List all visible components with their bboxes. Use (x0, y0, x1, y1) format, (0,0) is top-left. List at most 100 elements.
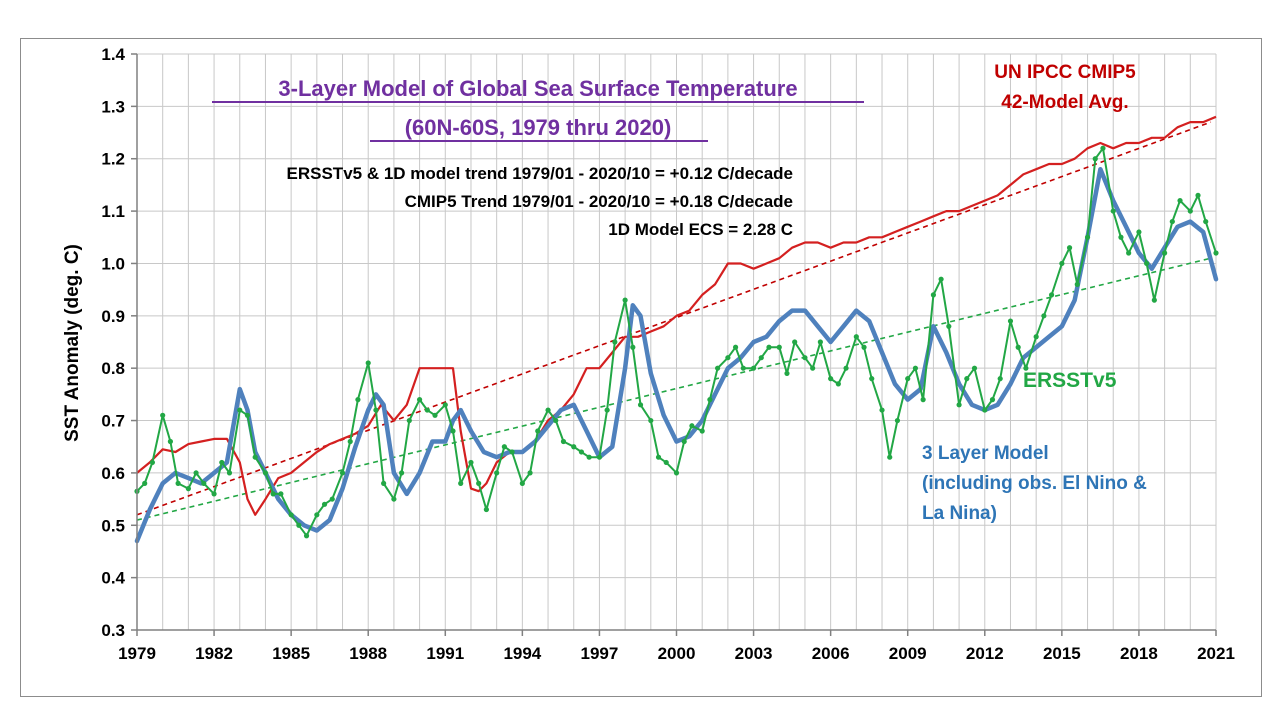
ersstv5-point (560, 438, 567, 445)
ersstv5-point (432, 412, 438, 418)
y-tick-label: 0.8 (101, 359, 125, 378)
ersstv5-point (527, 470, 533, 476)
ersstv5-point (314, 512, 320, 518)
ersstv5-point (964, 376, 970, 382)
ersstv5-point (637, 402, 644, 408)
ersstv5-point (604, 407, 610, 413)
ersstv5-point (853, 334, 859, 340)
ersstv5-point (442, 402, 448, 408)
chart-title-line-1: 3-Layer Model of Global Sea Surface Temp… (278, 76, 797, 101)
ersstv5-point (219, 459, 225, 466)
ersstv5-point (971, 365, 978, 371)
ersstv5-point (476, 480, 482, 486)
ersstv5-point (1048, 292, 1055, 298)
ersstv5-point (545, 407, 551, 413)
ersstv5-point (450, 428, 456, 434)
x-tick-label: 2006 (812, 644, 850, 663)
ersstv5-point (406, 417, 412, 424)
ersstv5-point (1136, 229, 1142, 235)
y-tick-label: 0.5 (101, 516, 125, 535)
y-tick-label: 0.3 (101, 621, 125, 640)
label-ersstv5: ERSSTv5 (1023, 369, 1117, 392)
ersstv5-point (707, 397, 713, 403)
ersstv5-point (270, 491, 276, 497)
y-tick-label: 1.2 (101, 150, 125, 169)
ersstv5-point (1162, 250, 1168, 256)
x-tick-label: 2015 (1043, 644, 1081, 663)
y-tick-label: 0.9 (101, 307, 125, 326)
ersstv5-point (776, 344, 782, 350)
ersstv5-point (175, 480, 181, 486)
ersstv5-point (142, 480, 148, 486)
ersstv5-point (1066, 245, 1073, 251)
ersstv5-point (296, 522, 302, 528)
label-cmip5-line-1: UN IPCC CMIP5 (994, 62, 1136, 83)
trend-line (136, 257, 1212, 521)
ersstv5-point (237, 407, 243, 413)
ersstv5-point (1177, 198, 1183, 204)
label-model-line-1: 3 Layer Model (922, 443, 1049, 464)
ersstv5-point (817, 339, 823, 345)
annotation-ecs: 1D Model ECS = 2.28 C (608, 220, 793, 239)
ersstv5-point (663, 459, 669, 466)
ersstv5-point (167, 438, 173, 445)
annotation-cmip5-trend: CMIP5 Trend 1979/01 - 2020/10 = +0.18 C/… (405, 192, 793, 211)
ersstv5-point (843, 365, 849, 371)
ersstv5-point (681, 438, 687, 445)
ersstv5-point (920, 397, 926, 403)
ersstv5-point (509, 449, 515, 455)
ersstv5-point (1195, 192, 1201, 198)
ersstv5-point (1110, 208, 1116, 214)
ersstv5-point (1144, 260, 1150, 267)
ersstv5-point (1126, 250, 1132, 256)
annotation-ersst-trend: ERSSTv5 & 1D model trend 1979/01 - 2020/… (287, 164, 793, 183)
ersstv5-point (1213, 250, 1219, 256)
ersstv5-point (1015, 344, 1021, 350)
ersstv5-point (1023, 365, 1029, 371)
ersstv5-point (424, 407, 430, 413)
ersstv5-point (689, 423, 695, 429)
ersstv5-point (758, 355, 764, 361)
x-tick-label: 1985 (272, 644, 310, 663)
label-model-line-2: (including obs. El Nino & (922, 473, 1147, 494)
ersstv5-point (1041, 313, 1047, 319)
ersstv5-point (740, 365, 746, 371)
y-axis-title: SST Anomaly (deg. C) (62, 244, 83, 442)
label-cmip5-line-2: 42-Model Avg. (1001, 92, 1128, 113)
ersstv5-point (622, 297, 628, 303)
x-tick-label: 2000 (658, 644, 696, 663)
ersstv5-point (1169, 218, 1175, 225)
ersstv5-point (399, 470, 405, 476)
x-tick-label: 2012 (966, 644, 1004, 663)
ersstv5-point (201, 480, 207, 486)
ersstv5-point (339, 470, 346, 476)
ersstv5-point (905, 376, 911, 382)
ersstv5-point (160, 412, 166, 418)
ersstv5-point (586, 454, 592, 460)
ersstv5-point (946, 323, 952, 329)
ersstv5-point (244, 412, 251, 418)
y-tick-label: 0.7 (101, 412, 125, 431)
ersstv5-point (211, 491, 217, 497)
ersstv5-point (501, 444, 507, 450)
x-tick-label: 1994 (503, 644, 541, 663)
y-tick-label: 1.1 (101, 202, 125, 221)
ersstv5-point (185, 486, 191, 492)
ersstv5-point (725, 355, 731, 361)
x-tick-label: 2018 (1120, 644, 1158, 663)
ersstv5-point (519, 480, 525, 486)
ersstv5-point (468, 459, 474, 466)
ersstv5-point (483, 506, 489, 513)
ersstv5-point (1151, 297, 1157, 303)
ersstv5-point (912, 365, 919, 371)
y-tick-label: 1.4 (101, 45, 125, 64)
ersstv5-point (578, 449, 585, 455)
ersstv5-point (1092, 156, 1098, 162)
ersstv5-point (750, 365, 757, 371)
ersstv5-point (784, 370, 790, 377)
ersstv5-point (381, 480, 387, 486)
ersstv5-point (494, 470, 500, 476)
ersstv5-point (1033, 334, 1039, 340)
label-model-line-3: La Nina) (922, 503, 997, 524)
